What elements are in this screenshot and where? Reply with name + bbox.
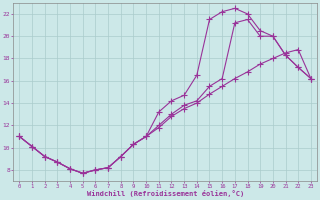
X-axis label: Windchill (Refroidissement éolien,°C): Windchill (Refroidissement éolien,°C) (86, 190, 244, 197)
